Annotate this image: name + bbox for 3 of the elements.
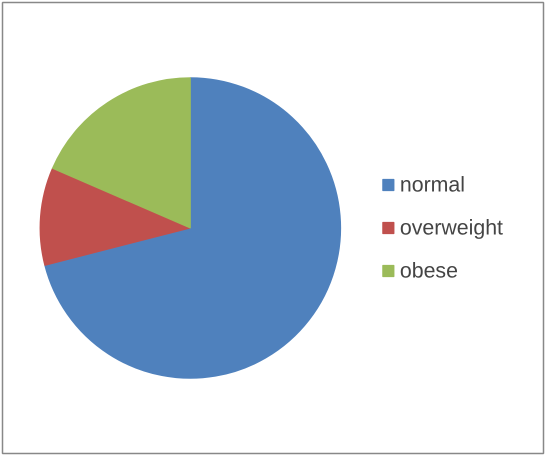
legend-label: overweight xyxy=(400,215,503,240)
legend-label: normal xyxy=(400,172,466,197)
legend-label: obese xyxy=(400,258,458,283)
